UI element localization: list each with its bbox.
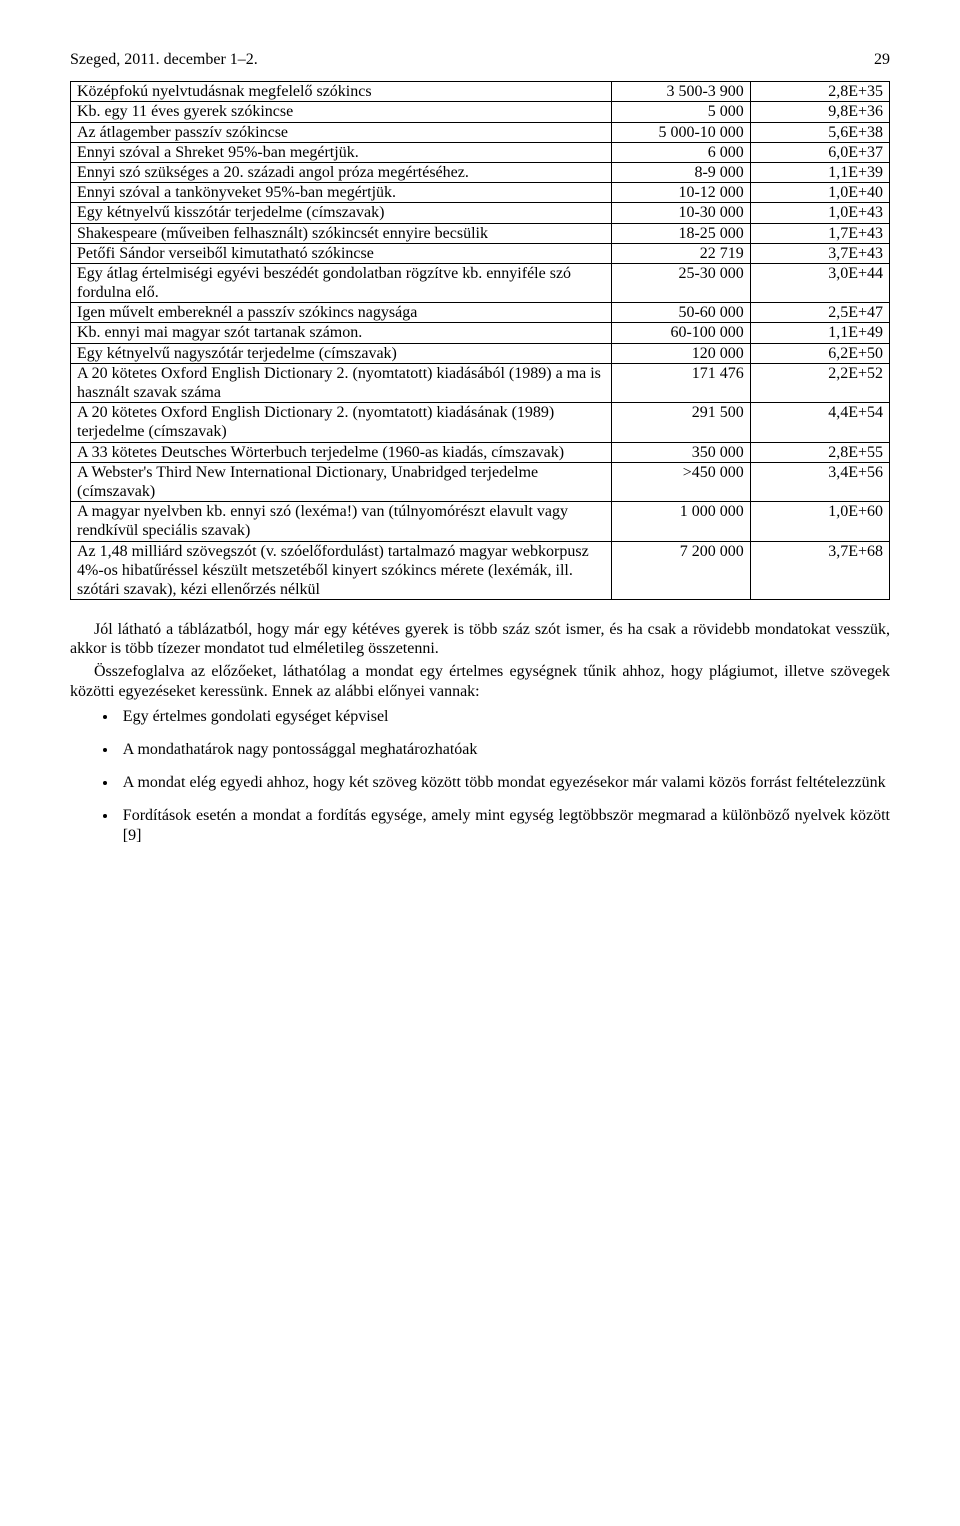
advantages-list: Egy értelmes gondolati egységet képvisel… bbox=[70, 707, 890, 845]
combinations-cell: 2,8E+55 bbox=[750, 442, 889, 462]
combinations-cell: 3,4E+56 bbox=[750, 462, 889, 501]
desc-cell: A magyar nyelvben kb. ennyi szó (lexéma!… bbox=[71, 502, 612, 541]
desc-cell: Középfokú nyelvtudásnak megfelelő szókin… bbox=[71, 82, 612, 102]
count-cell: 291 500 bbox=[611, 403, 750, 442]
desc-cell: Igen művelt embereknél a passzív szókinc… bbox=[71, 303, 612, 323]
count-cell: 10-30 000 bbox=[611, 203, 750, 223]
count-cell: 3 500-3 900 bbox=[611, 82, 750, 102]
paragraph-1: Jól látható a táblázatból, hogy már egy … bbox=[70, 620, 890, 658]
list-item: Fordítások esetén a mondat a fordítás eg… bbox=[118, 806, 890, 844]
count-cell: 25-30 000 bbox=[611, 263, 750, 302]
table-row: A magyar nyelvben kb. ennyi szó (lexéma!… bbox=[71, 502, 890, 541]
combinations-cell: 2,5E+47 bbox=[750, 303, 889, 323]
desc-cell: Egy kétnyelvű kisszótár terjedelme (címs… bbox=[71, 203, 612, 223]
desc-cell: Ennyi szóval a tankönyveket 95%-ban megé… bbox=[71, 183, 612, 203]
combinations-cell: 4,4E+54 bbox=[750, 403, 889, 442]
count-cell: 120 000 bbox=[611, 343, 750, 363]
table-row: Egy kétnyelvű nagyszótár terjedelme (cím… bbox=[71, 343, 890, 363]
desc-cell: A 33 kötetes Deutsches Wörterbuch terjed… bbox=[71, 442, 612, 462]
combinations-cell: 3,7E+43 bbox=[750, 243, 889, 263]
list-item: A mondat elég egyedi ahhoz, hogy két szö… bbox=[118, 773, 890, 792]
desc-cell: Az átlagember passzív szókincse bbox=[71, 122, 612, 142]
count-cell: 8-9 000 bbox=[611, 162, 750, 182]
table-row: Shakespeare (műveiben felhasznált) szóki… bbox=[71, 223, 890, 243]
count-cell: 5 000 bbox=[611, 102, 750, 122]
combinations-cell: 1,0E+43 bbox=[750, 203, 889, 223]
running-header: Szeged, 2011. december 1–2. 29 bbox=[70, 50, 890, 69]
table-row: Az 1,48 milliárd szövegszót (v. szóelőfo… bbox=[71, 541, 890, 600]
header-left: Szeged, 2011. december 1–2. bbox=[70, 50, 258, 69]
list-item: A mondathatárok nagy pontossággal meghat… bbox=[118, 740, 890, 759]
combinations-cell: 1,1E+49 bbox=[750, 323, 889, 343]
desc-cell: Shakespeare (műveiben felhasznált) szóki… bbox=[71, 223, 612, 243]
count-cell: >450 000 bbox=[611, 462, 750, 501]
count-cell: 10-12 000 bbox=[611, 183, 750, 203]
header-page-number: 29 bbox=[874, 50, 890, 69]
count-cell: 1 000 000 bbox=[611, 502, 750, 541]
table-row: A Webster's Third New International Dict… bbox=[71, 462, 890, 501]
table-row: A 20 kötetes Oxford English Dictionary 2… bbox=[71, 403, 890, 442]
desc-cell: Kb. egy 11 éves gyerek szókincse bbox=[71, 102, 612, 122]
combinations-cell: 2,2E+52 bbox=[750, 363, 889, 402]
count-cell: 60-100 000 bbox=[611, 323, 750, 343]
desc-cell: Egy kétnyelvű nagyszótár terjedelme (cím… bbox=[71, 343, 612, 363]
table-row: A 33 kötetes Deutsches Wörterbuch terjed… bbox=[71, 442, 890, 462]
vocabulary-table: Középfokú nyelvtudásnak megfelelő szókin… bbox=[70, 81, 890, 600]
count-cell: 50-60 000 bbox=[611, 303, 750, 323]
table-row: A 20 kötetes Oxford English Dictionary 2… bbox=[71, 363, 890, 402]
desc-cell: Kb. ennyi mai magyar szót tartanak számo… bbox=[71, 323, 612, 343]
combinations-cell: 1,1E+39 bbox=[750, 162, 889, 182]
combinations-cell: 1,0E+40 bbox=[750, 183, 889, 203]
paragraph-2: Összefoglalva az előzőeket, láthatólag a… bbox=[70, 662, 890, 700]
table-row: Petőfi Sándor verseiből kimutatható szók… bbox=[71, 243, 890, 263]
table-row: Igen művelt embereknél a passzív szókinc… bbox=[71, 303, 890, 323]
combinations-cell: 2,8E+35 bbox=[750, 82, 889, 102]
table-row: Kb. egy 11 éves gyerek szókincse5 0009,8… bbox=[71, 102, 890, 122]
combinations-cell: 6,0E+37 bbox=[750, 142, 889, 162]
table-row: Ennyi szó szükséges a 20. századi angol … bbox=[71, 162, 890, 182]
table-row: Középfokú nyelvtudásnak megfelelő szókin… bbox=[71, 82, 890, 102]
combinations-cell: 6,2E+50 bbox=[750, 343, 889, 363]
desc-cell: Petőfi Sándor verseiből kimutatható szók… bbox=[71, 243, 612, 263]
count-cell: 5 000-10 000 bbox=[611, 122, 750, 142]
combinations-cell: 3,7E+68 bbox=[750, 541, 889, 600]
desc-cell: Ennyi szó szükséges a 20. századi angol … bbox=[71, 162, 612, 182]
count-cell: 6 000 bbox=[611, 142, 750, 162]
list-item: Egy értelmes gondolati egységet képvisel bbox=[118, 707, 890, 726]
count-cell: 350 000 bbox=[611, 442, 750, 462]
count-cell: 18-25 000 bbox=[611, 223, 750, 243]
combinations-cell: 5,6E+38 bbox=[750, 122, 889, 142]
count-cell: 22 719 bbox=[611, 243, 750, 263]
desc-cell: Egy átlag értelmiségi egyévi beszédét go… bbox=[71, 263, 612, 302]
table-row: Kb. ennyi mai magyar szót tartanak számo… bbox=[71, 323, 890, 343]
desc-cell: Az 1,48 milliárd szövegszót (v. szóelőfo… bbox=[71, 541, 612, 600]
table-row: Ennyi szóval a Shreket 95%-ban megértjük… bbox=[71, 142, 890, 162]
combinations-cell: 1,7E+43 bbox=[750, 223, 889, 243]
desc-cell: Ennyi szóval a Shreket 95%-ban megértjük… bbox=[71, 142, 612, 162]
count-cell: 171 476 bbox=[611, 363, 750, 402]
count-cell: 7 200 000 bbox=[611, 541, 750, 600]
desc-cell: A 20 kötetes Oxford English Dictionary 2… bbox=[71, 363, 612, 402]
combinations-cell: 9,8E+36 bbox=[750, 102, 889, 122]
table-row: Egy kétnyelvű kisszótár terjedelme (címs… bbox=[71, 203, 890, 223]
combinations-cell: 1,0E+60 bbox=[750, 502, 889, 541]
desc-cell: A 20 kötetes Oxford English Dictionary 2… bbox=[71, 403, 612, 442]
desc-cell: A Webster's Third New International Dict… bbox=[71, 462, 612, 501]
table-row: Az átlagember passzív szókincse5 000-10 … bbox=[71, 122, 890, 142]
table-row: Egy átlag értelmiségi egyévi beszédét go… bbox=[71, 263, 890, 302]
combinations-cell: 3,0E+44 bbox=[750, 263, 889, 302]
table-row: Ennyi szóval a tankönyveket 95%-ban megé… bbox=[71, 183, 890, 203]
